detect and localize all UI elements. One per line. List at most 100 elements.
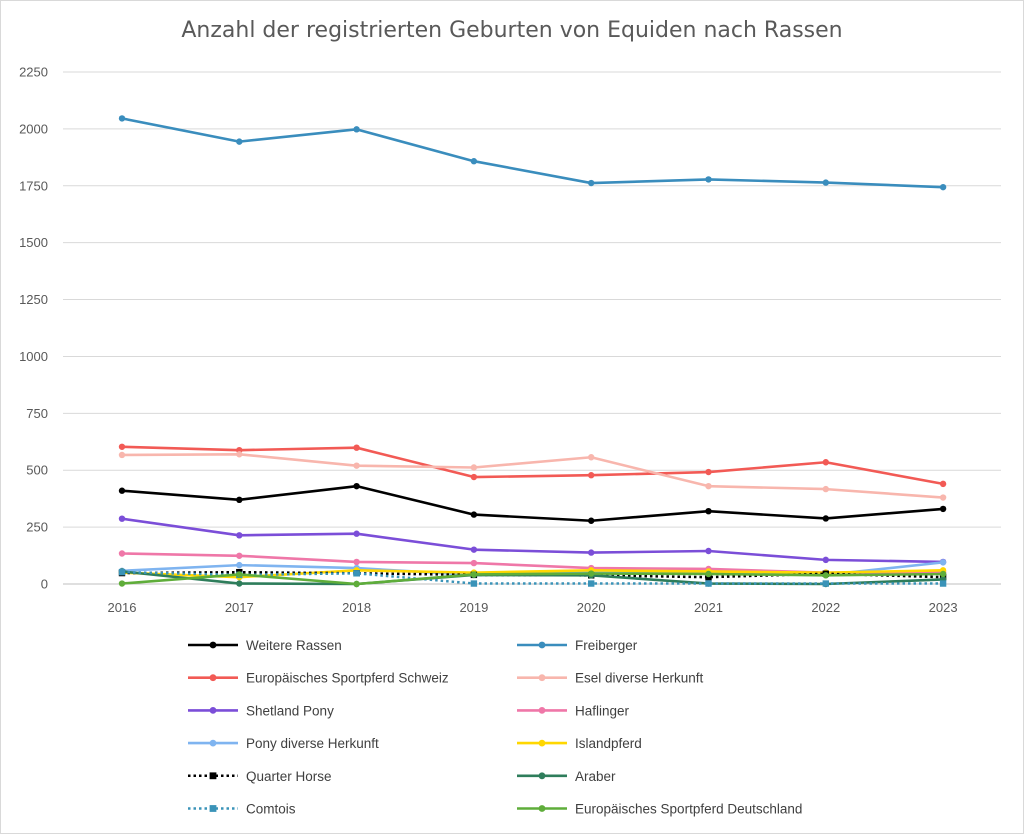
legend: Weitere Rassen Freiberger Europäisches Spo… <box>188 638 802 817</box>
legend-label: Europäisches Sportpferd Deutschland <box>575 802 802 817</box>
legend-label: Weitere Rassen <box>246 638 342 653</box>
data-point <box>353 570 360 577</box>
legend-item-araber: Araber <box>517 769 616 784</box>
legend-label: Shetland Pony <box>246 703 334 718</box>
data-point <box>470 571 478 578</box>
data-point <box>822 580 829 587</box>
y-tick-label: 1000 <box>19 349 48 364</box>
legend-marker <box>209 739 217 747</box>
legend-label: Comtois <box>246 802 296 817</box>
data-point <box>705 482 712 490</box>
data-point <box>470 559 478 567</box>
legend-label: Pony diverse Herkunft <box>246 736 379 751</box>
legend-label: Islandpferd <box>575 736 642 751</box>
legend-marker <box>538 674 546 682</box>
data-point <box>470 158 478 165</box>
series-shetland-pony <box>118 515 947 566</box>
x-tick-label: 2018 <box>342 600 371 615</box>
data-point <box>236 580 243 587</box>
data-point <box>588 549 595 556</box>
y-tick-label: 500 <box>26 463 48 478</box>
legend-item-europäisches-sportpferd-schweiz: Europäisches Sportpferd Schweiz <box>188 671 449 686</box>
data-point <box>822 179 829 186</box>
series-line <box>121 552 944 574</box>
chart-title: Anzahl der registrierten Geburten von Eq… <box>181 18 843 43</box>
series-europäisches-sportpferd-deutschland <box>118 570 947 588</box>
legend-item-europäisches-sportpferd-deutschland: Europäisches Sportpferd Deutschland <box>517 802 802 817</box>
y-tick-label: 250 <box>26 520 48 535</box>
legend-marker <box>209 772 217 780</box>
data-point <box>939 183 947 191</box>
x-tick-label: 2019 <box>459 600 488 615</box>
y-tick-label: 2000 <box>19 121 48 136</box>
data-point <box>588 570 595 577</box>
legend-marker <box>538 772 546 780</box>
data-point <box>236 552 243 559</box>
data-point <box>588 454 595 461</box>
series-freiberger <box>118 115 947 191</box>
data-point <box>118 568 126 576</box>
series-line <box>121 484 944 523</box>
legend-item-quarter-horse: Quarter Horse <box>188 769 332 784</box>
data-point <box>588 472 595 479</box>
data-point <box>588 179 595 187</box>
data-point <box>822 572 829 579</box>
x-tick-label: 2023 <box>929 600 958 615</box>
y-tick-label: 1250 <box>19 292 48 307</box>
y-tick-label: 0 <box>41 577 48 592</box>
data-point <box>236 451 243 458</box>
series-weitere-rassen <box>118 482 947 524</box>
data-point <box>939 559 947 566</box>
x-tick-label: 2022 <box>811 600 840 615</box>
data-point <box>470 464 478 471</box>
data-point <box>353 530 360 537</box>
series-esel-diverse-herkunft <box>118 451 947 501</box>
data-point <box>470 546 478 553</box>
data-point <box>470 511 478 518</box>
series-lines <box>118 115 947 588</box>
data-point <box>939 505 947 513</box>
data-point <box>353 126 360 133</box>
series-line <box>121 117 944 189</box>
legend-item-pony-diverse-herkunft: Pony diverse Herkunft <box>188 736 379 751</box>
data-point <box>118 451 126 459</box>
x-tick-label: 2017 <box>225 600 254 615</box>
data-point <box>236 571 243 578</box>
data-point <box>705 580 712 587</box>
legend-marker <box>538 641 546 649</box>
data-point <box>822 459 829 466</box>
data-point <box>353 482 360 490</box>
x-tick-label: 2016 <box>108 600 137 615</box>
y-tick-label: 1500 <box>19 235 48 250</box>
data-point <box>588 580 595 587</box>
legend-label: Freiberger <box>575 638 638 653</box>
legend-label: Haflinger <box>575 703 630 718</box>
legend-item-islandpferd: Islandpferd <box>517 736 642 751</box>
data-point <box>118 487 126 494</box>
x-tick-label: 2020 <box>577 600 606 615</box>
data-point <box>588 517 595 524</box>
legend-marker <box>209 707 217 714</box>
data-point <box>118 515 126 522</box>
legend-marker <box>209 674 217 682</box>
data-point <box>236 138 243 145</box>
data-point <box>470 473 478 481</box>
legend-marker <box>538 739 546 747</box>
legend-marker <box>538 805 546 812</box>
data-point <box>353 580 360 588</box>
data-point <box>822 485 829 493</box>
legend-item-comtois: Comtois <box>188 802 296 817</box>
data-point <box>939 480 947 488</box>
data-point <box>236 532 243 539</box>
data-point <box>939 570 947 578</box>
data-point <box>118 443 126 450</box>
y-tick-label: 1750 <box>19 178 48 193</box>
data-point <box>353 558 360 566</box>
data-point <box>822 515 829 522</box>
data-point <box>118 550 126 557</box>
data-point <box>236 496 243 504</box>
legend-item-freiberger: Freiberger <box>517 638 638 653</box>
data-point <box>470 580 478 587</box>
legend-label: Araber <box>575 769 616 784</box>
